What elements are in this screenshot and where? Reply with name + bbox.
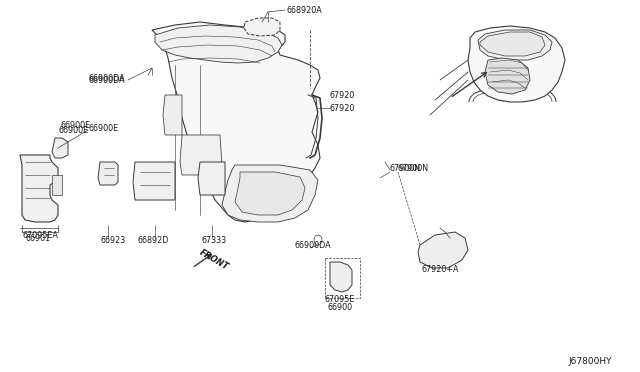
Text: 66900DA: 66900DA [295,241,332,250]
Text: 67900N: 67900N [390,164,421,173]
Polygon shape [418,232,468,268]
Polygon shape [244,18,280,36]
Polygon shape [98,162,118,185]
Polygon shape [155,25,282,63]
Text: FRONT: FRONT [198,248,230,272]
Text: 66900: 66900 [328,304,353,312]
Text: 66900DA: 66900DA [88,76,125,84]
Text: 67095EA: 67095EA [22,231,58,240]
Polygon shape [52,138,68,158]
Polygon shape [480,32,545,56]
Polygon shape [330,262,352,292]
Text: 67333: 67333 [202,235,227,244]
Polygon shape [180,135,222,175]
Text: 67920: 67920 [330,90,355,99]
Polygon shape [152,22,320,222]
Text: 67095E: 67095E [325,295,355,305]
Polygon shape [20,155,58,222]
Text: 66900E: 66900E [88,124,118,132]
Text: 66900DA: 66900DA [88,74,125,83]
Polygon shape [222,165,318,222]
Text: 66923: 66923 [100,235,125,244]
Text: 66900E: 66900E [58,125,88,135]
Text: 66892D: 66892D [138,235,170,244]
Polygon shape [235,172,305,215]
Text: 66901: 66901 [26,234,51,243]
Text: 668920A: 668920A [287,6,323,15]
Text: 67900N: 67900N [398,164,429,173]
Text: J67800HY: J67800HY [568,357,612,366]
Text: 67920: 67920 [330,103,355,112]
Polygon shape [468,26,565,102]
Polygon shape [52,175,62,195]
Polygon shape [198,162,225,195]
Polygon shape [478,30,552,60]
Text: 66900E: 66900E [60,121,90,129]
Polygon shape [485,58,530,94]
Polygon shape [163,95,182,135]
Polygon shape [133,162,175,200]
Text: 67920+A: 67920+A [421,266,459,275]
